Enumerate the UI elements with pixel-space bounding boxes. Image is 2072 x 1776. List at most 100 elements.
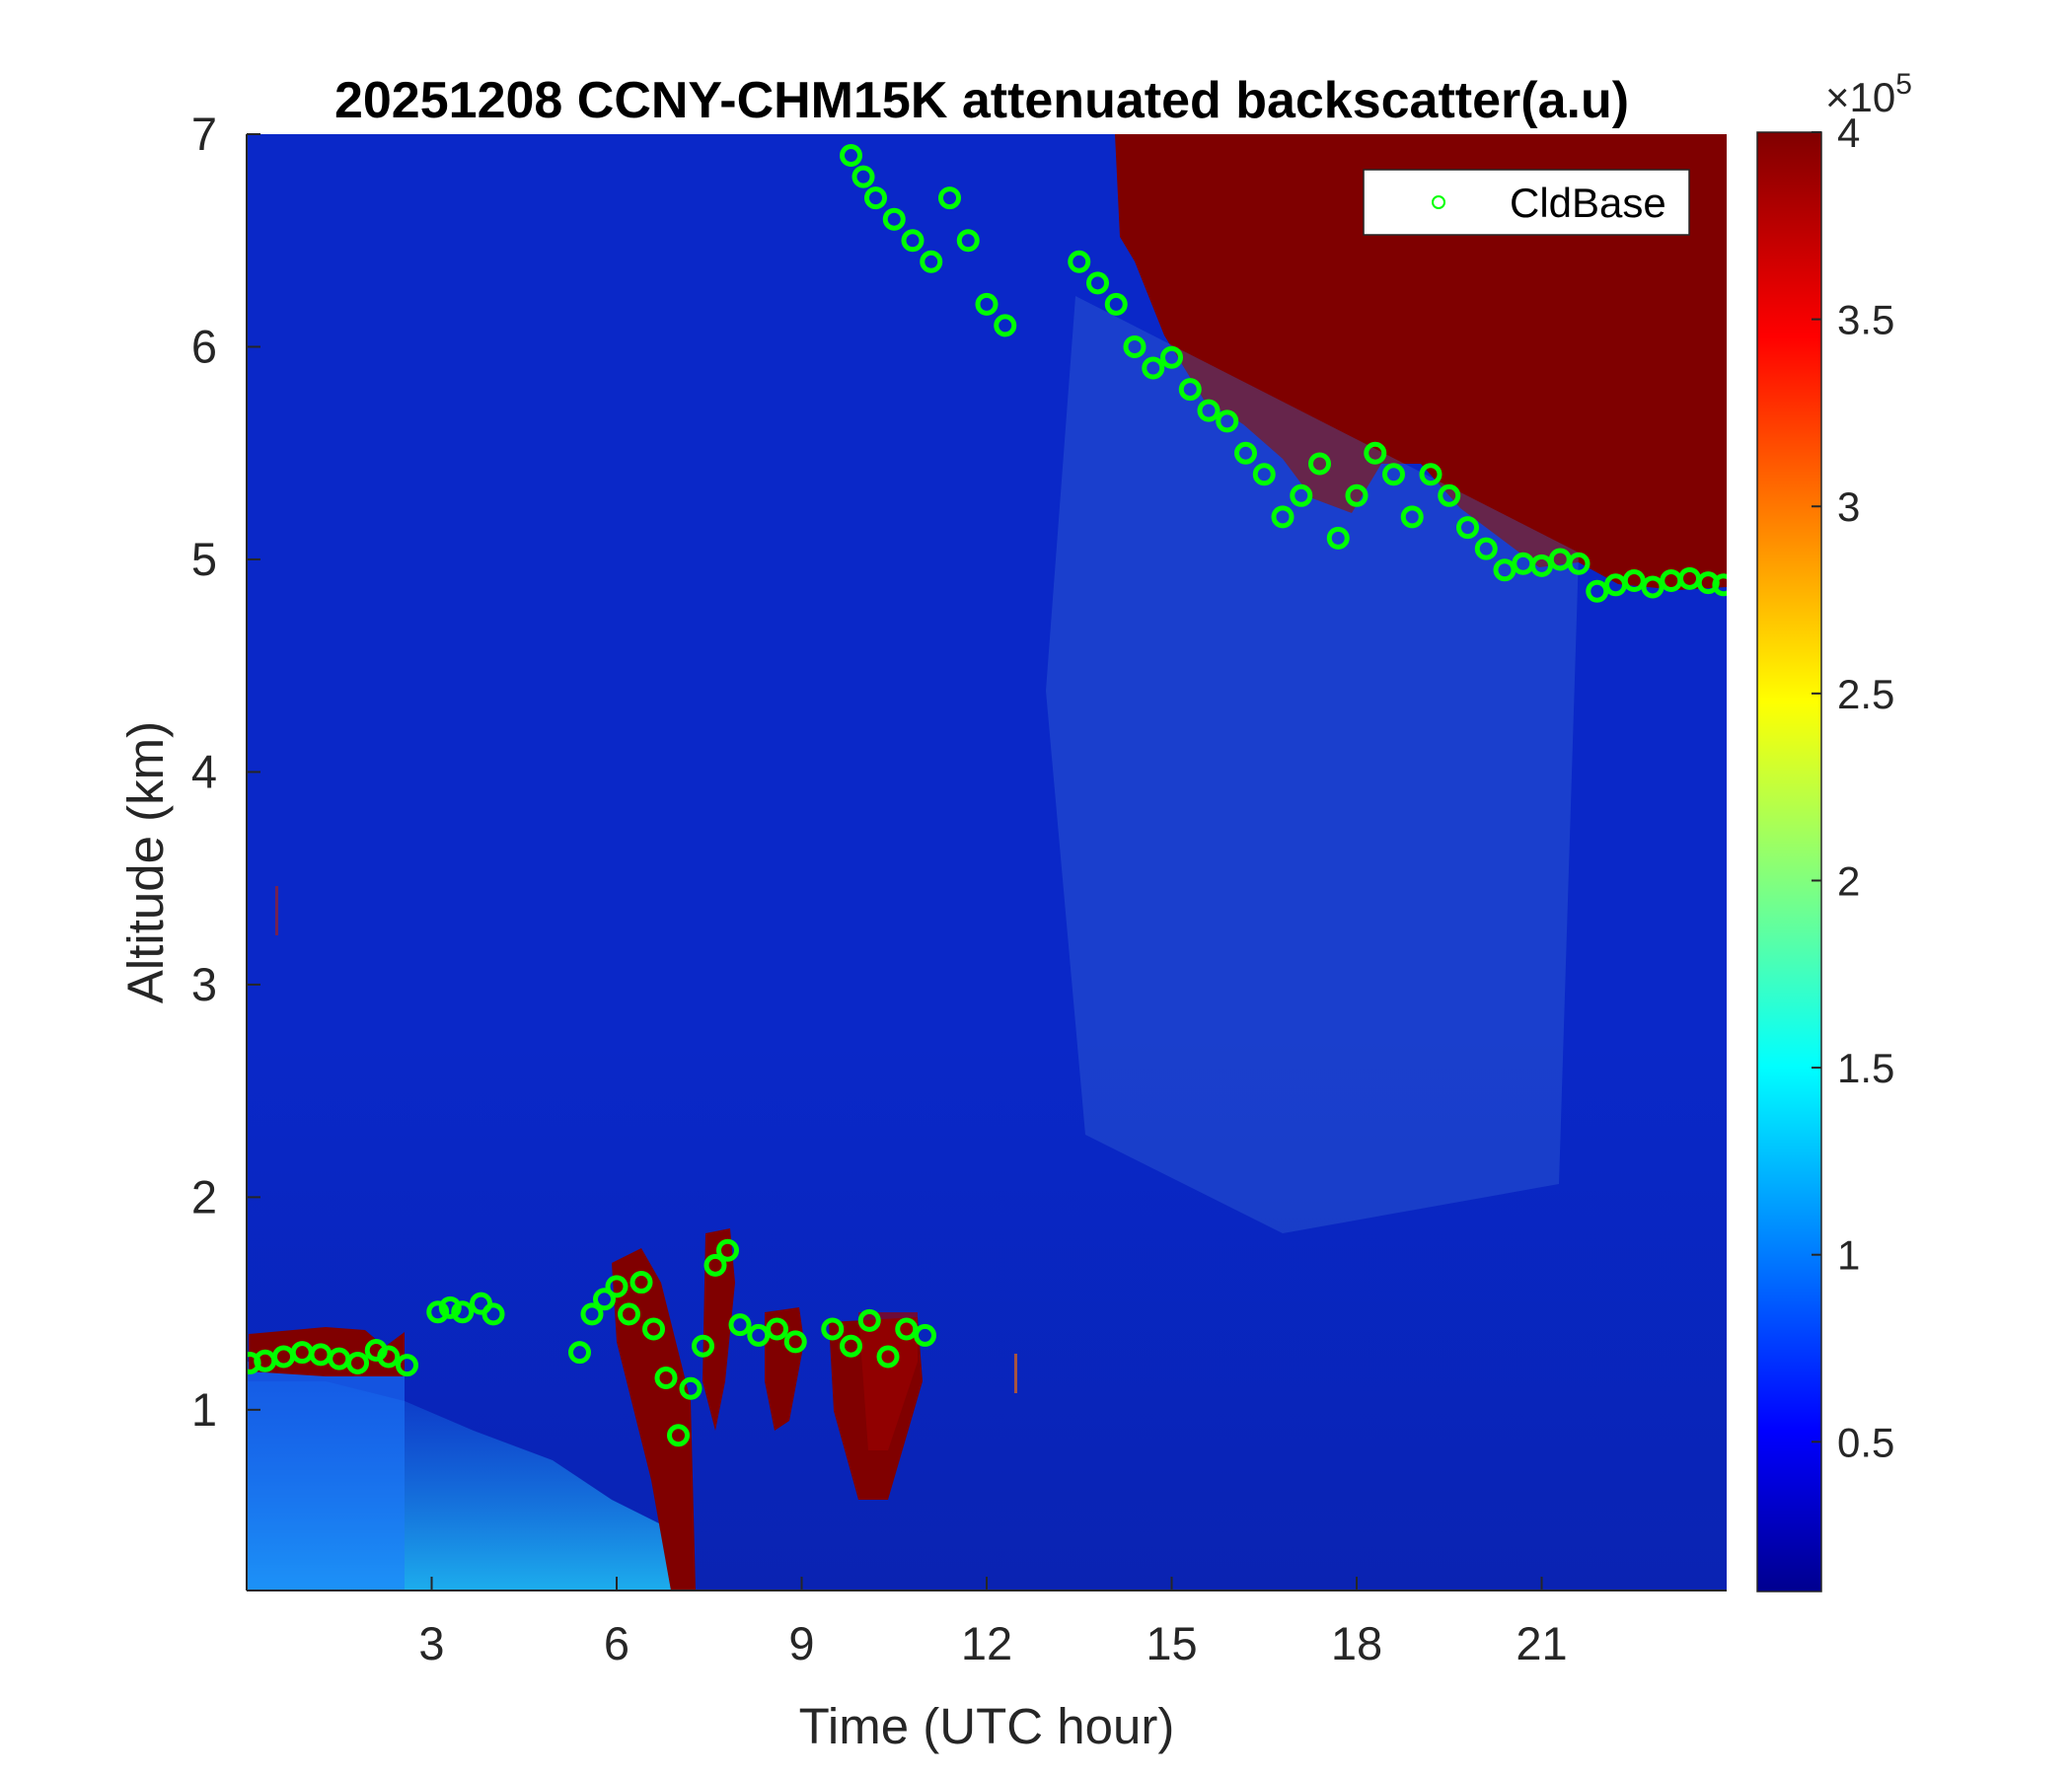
- cldbase-point: [864, 186, 887, 210]
- colorbar-tick-label: 0.5: [1837, 1419, 1894, 1465]
- cldbase-point: [840, 144, 862, 168]
- colorbar-tick-label: 3.5: [1837, 297, 1894, 343]
- cldbase-point: [642, 1317, 665, 1341]
- cldbase-point: [851, 165, 875, 188]
- y-tick-label: 1: [191, 1383, 217, 1436]
- cldbase-point: [679, 1376, 703, 1400]
- cldbase-point: [1197, 399, 1221, 422]
- cldbase-point: [783, 1330, 807, 1354]
- cldbase-point: [914, 1323, 936, 1347]
- cldbase-point: [1104, 292, 1128, 316]
- cldbase-point: [1586, 579, 1609, 603]
- y-tick-label: 5: [191, 533, 217, 585]
- cldbase-point: [1326, 526, 1350, 550]
- y-tick-label: 2: [191, 1170, 217, 1222]
- cldbase-point: [1252, 463, 1276, 486]
- cldbase-point: [618, 1302, 640, 1326]
- cldbase-point: [438, 1295, 462, 1319]
- cldbase-point: [481, 1302, 505, 1326]
- legend-box: [1363, 169, 1690, 236]
- chart-title: 20251208 CCNY-CHM15K attenuated backscat…: [334, 72, 1629, 129]
- colorbar-multiplier-base: ×10: [1825, 74, 1895, 120]
- cldbase-point: [605, 1275, 629, 1298]
- cldbase-point: [920, 250, 943, 273]
- cldbase-point: [654, 1367, 678, 1390]
- cldbase-point: [857, 1308, 881, 1332]
- cldbase-point: [901, 229, 925, 253]
- cldbase-point: [1474, 537, 1498, 560]
- x-axis-label: Time (UTC hour): [799, 1698, 1175, 1754]
- x-tick-label: 9: [788, 1617, 814, 1669]
- cldbase-point: [1622, 568, 1646, 592]
- cldbase-point: [1400, 505, 1424, 529]
- cldbase-point: [728, 1313, 752, 1337]
- cldbase-point: [568, 1341, 591, 1365]
- legend[interactable]: CldBase: [1363, 169, 1690, 236]
- cldbase-point: [716, 1238, 739, 1262]
- x-tick-label: 21: [1516, 1617, 1567, 1669]
- cldbase-point: [840, 1334, 862, 1358]
- cldbase-point: [1123, 334, 1147, 358]
- cldbase-point: [667, 1424, 690, 1447]
- cldbase-point: [1234, 441, 1257, 465]
- colorbar-tick-label: 3: [1837, 483, 1860, 530]
- cldbase-point: [377, 1345, 401, 1369]
- cldbase-point: [451, 1300, 475, 1324]
- cldbase-point: [703, 1253, 727, 1277]
- x-tick-label: 3: [418, 1617, 444, 1669]
- cldbase-point: [426, 1300, 450, 1324]
- colorbar-tick-label: 2: [1837, 857, 1860, 904]
- cldbase-point: [1216, 409, 1239, 433]
- cldbase-point: [1530, 554, 1553, 577]
- x-tick-label: 15: [1146, 1617, 1197, 1669]
- cldbase-point: [346, 1351, 369, 1374]
- colorbar-tick-label: 2.5: [1837, 671, 1894, 717]
- cldbase-point: [1419, 463, 1443, 486]
- plot-area: [247, 134, 1727, 1591]
- cldbase-point: [747, 1323, 771, 1347]
- cldbase-point: [1345, 483, 1369, 507]
- cldbase-point: [876, 1345, 900, 1369]
- speck-b: [1014, 1354, 1017, 1393]
- cldbase-point: [938, 186, 961, 210]
- cldbase-point: [1308, 452, 1331, 476]
- cldbase-point: [1178, 378, 1202, 402]
- colorbar-gradient: [1756, 131, 1822, 1592]
- y-tick-label: 7: [191, 108, 217, 160]
- cldbase-point: [1271, 505, 1295, 529]
- y-tick-label: 4: [191, 745, 217, 797]
- colorbar: 0.5 1 1.5 2 2.5 3 3.5 4 ×105: [1756, 68, 1912, 1592]
- cldbase-point: [882, 207, 906, 231]
- cldbase-point: [629, 1271, 653, 1295]
- cldbase-point: [1142, 356, 1165, 380]
- low-cloud-5: [858, 1312, 918, 1450]
- cldbase-point: [956, 229, 980, 253]
- aerosol-layer-mid: [247, 1362, 405, 1591]
- cldbase-point: [1160, 345, 1183, 369]
- cldbase-point: [975, 292, 999, 316]
- cldbase-point: [1382, 463, 1405, 486]
- cldbase-point: [994, 314, 1017, 337]
- colorbar-tick-label: 4: [1837, 110, 1860, 156]
- colorbar-multiplier: ×105: [1825, 68, 1912, 120]
- x-tick-label: 6: [604, 1617, 629, 1669]
- cldbase-point: [1086, 271, 1109, 295]
- cldbase-point: [396, 1354, 418, 1377]
- y-tick-label: 3: [191, 958, 217, 1010]
- y-tick-label: 6: [191, 320, 217, 372]
- cldbase-point: [593, 1288, 616, 1311]
- cldbase-point: [1438, 483, 1461, 507]
- cldbase-point: [1567, 552, 1591, 575]
- colorbar-tick-label: 1: [1837, 1232, 1860, 1279]
- cldbase-point: [766, 1317, 788, 1341]
- cldbase-point: [821, 1317, 845, 1341]
- y-axis-label: Altitude (km): [117, 721, 174, 1003]
- cldbase-point: [1712, 573, 1727, 597]
- colorbar-multiplier-exp: 5: [1895, 68, 1912, 101]
- x-tick-label: 12: [961, 1617, 1012, 1669]
- low-cloud-1: [612, 1248, 696, 1591]
- cldbase-point: [1364, 441, 1387, 465]
- cldbase-point: [1456, 516, 1479, 540]
